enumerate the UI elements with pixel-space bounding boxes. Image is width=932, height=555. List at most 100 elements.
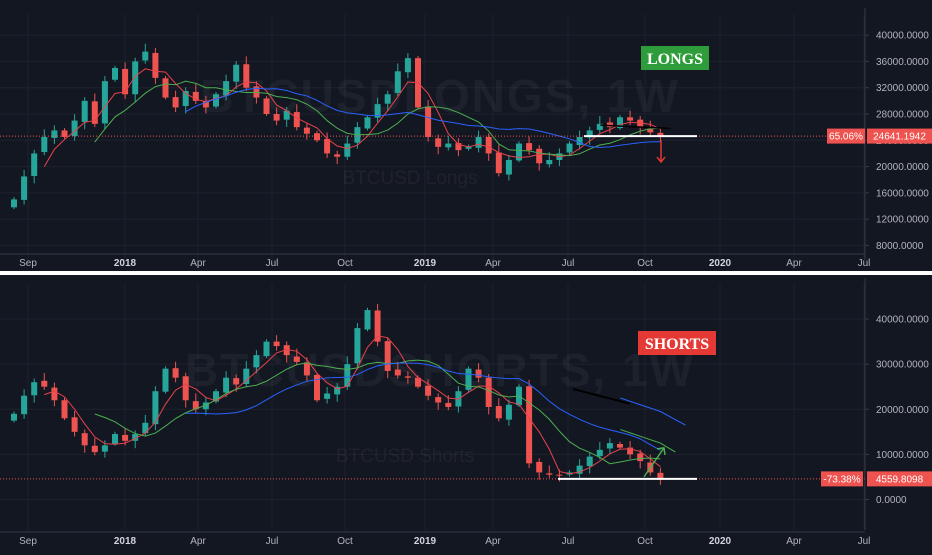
candle-body[interactable] (394, 369, 401, 376)
candle-body[interactable] (112, 68, 118, 80)
candle-body[interactable] (344, 364, 351, 387)
candle-body[interactable] (51, 130, 58, 138)
candle-body[interactable] (81, 433, 88, 446)
candle-body[interactable] (162, 368, 169, 392)
longs-price-axis[interactable]: 40000.0000 36000.0000 32000.0000 28000.0000… (827, 8, 932, 260)
candle-body[interactable] (233, 64, 240, 82)
candle-body[interactable] (657, 472, 664, 479)
candle-body[interactable] (91, 445, 98, 453)
candle-body[interactable] (91, 101, 98, 124)
candle-body[interactable] (546, 473, 553, 475)
candle-body[interactable] (364, 117, 371, 129)
candle-body[interactable] (162, 78, 169, 98)
shorts-time-axis[interactable]: Sep 2018 Apr Jul Oct 2019 Apr Jul Oct 2020 Apr Jul (0, 531, 870, 547)
candle-body[interactable] (21, 395, 28, 415)
candle-body[interactable] (263, 98, 270, 114)
candle-body[interactable] (303, 127, 310, 134)
candle-body[interactable] (172, 97, 179, 108)
candle-body[interactable] (465, 368, 472, 390)
candle-body[interactable] (445, 143, 452, 148)
panel-divider[interactable] (0, 271, 932, 275)
candle-body[interactable] (596, 123, 603, 130)
candle-body[interactable] (485, 137, 492, 154)
candle-body[interactable] (324, 138, 331, 154)
candle-body[interactable] (223, 81, 230, 96)
candle-body[interactable] (374, 104, 381, 118)
candle-body[interactable] (576, 465, 583, 474)
candle-body[interactable] (202, 402, 209, 410)
candle-body[interactable] (132, 61, 139, 95)
candle-body[interactable] (21, 176, 28, 200)
candle-body[interactable] (31, 153, 38, 176)
candle-body[interactable] (51, 387, 58, 401)
candle-body[interactable] (526, 386, 533, 464)
candle-body[interactable] (374, 310, 381, 342)
candle-body[interactable] (303, 362, 310, 376)
candle-body[interactable] (243, 368, 250, 384)
candle-body[interactable] (132, 434, 139, 441)
candle-body[interactable] (283, 110, 290, 120)
candle-body[interactable] (61, 130, 68, 137)
candle-body[interactable] (596, 449, 603, 457)
candle-body[interactable] (81, 100, 88, 122)
candle-body[interactable] (192, 91, 199, 101)
candle-body[interactable] (505, 160, 512, 175)
candle-body[interactable] (314, 133, 320, 141)
shorts-candles[interactable] (11, 304, 664, 485)
candle-body[interactable] (334, 386, 341, 395)
candle-body[interactable] (172, 368, 179, 378)
candle-body[interactable] (71, 120, 78, 137)
candle-body[interactable] (536, 148, 543, 164)
candle-body[interactable] (576, 137, 583, 145)
candle-body[interactable] (334, 154, 341, 157)
candle-body[interactable] (314, 374, 320, 401)
candle-body[interactable] (192, 401, 199, 410)
candle-body[interactable] (617, 117, 623, 129)
candle-body[interactable] (243, 64, 250, 88)
candle-body[interactable] (495, 152, 502, 174)
candle-body[interactable] (263, 341, 270, 357)
candle-body[interactable] (142, 51, 149, 61)
candle-body[interactable] (152, 391, 159, 425)
candle-body[interactable] (283, 345, 290, 356)
longs-time-axis[interactable]: Sep 2018 Apr Jul Oct 2019 Apr Jul Oct 2020 Apr Jul (0, 253, 870, 269)
candle-body[interactable] (344, 143, 351, 157)
candle-body[interactable] (384, 341, 391, 371)
candle-body[interactable] (425, 385, 432, 396)
candle-body[interactable] (101, 81, 108, 124)
candle-body[interactable] (606, 122, 613, 128)
candle-body[interactable] (586, 456, 593, 467)
candle-body[interactable] (475, 137, 482, 148)
candle-body[interactable] (435, 138, 442, 147)
candle-body[interactable] (415, 377, 421, 387)
candle-body[interactable] (566, 143, 573, 153)
candle-body[interactable] (586, 130, 593, 138)
candle-body[interactable] (182, 376, 189, 401)
candle-body[interactable] (324, 393, 331, 399)
candle-body[interactable] (394, 71, 401, 93)
candle-body[interactable] (41, 380, 48, 387)
candle-body[interactable] (455, 143, 462, 151)
candle-body[interactable] (273, 341, 280, 347)
candle-body[interactable] (475, 369, 482, 378)
candle-body[interactable] (657, 132, 664, 137)
candle-body[interactable] (142, 422, 149, 434)
candle-body[interactable] (606, 443, 613, 449)
candle-body[interactable] (182, 91, 189, 107)
candle-body[interactable] (122, 434, 129, 441)
candle-body[interactable] (435, 397, 442, 403)
candle-body[interactable] (536, 461, 543, 473)
candle-body[interactable] (213, 391, 219, 402)
candle-body[interactable] (445, 402, 452, 407)
candle-body[interactable] (627, 447, 634, 455)
candle-body[interactable] (617, 443, 623, 448)
candle-body[interactable] (546, 160, 553, 165)
candle-body[interactable] (202, 100, 209, 108)
candle-body[interactable] (253, 86, 260, 98)
candle-body[interactable] (112, 434, 118, 444)
shorts-panel[interactable]: BTCUSDSHORTS, 1W BTCUSD Shorts 40000.000… (0, 278, 932, 530)
candle-body[interactable] (465, 146, 472, 149)
candle-body[interactable] (505, 404, 512, 420)
